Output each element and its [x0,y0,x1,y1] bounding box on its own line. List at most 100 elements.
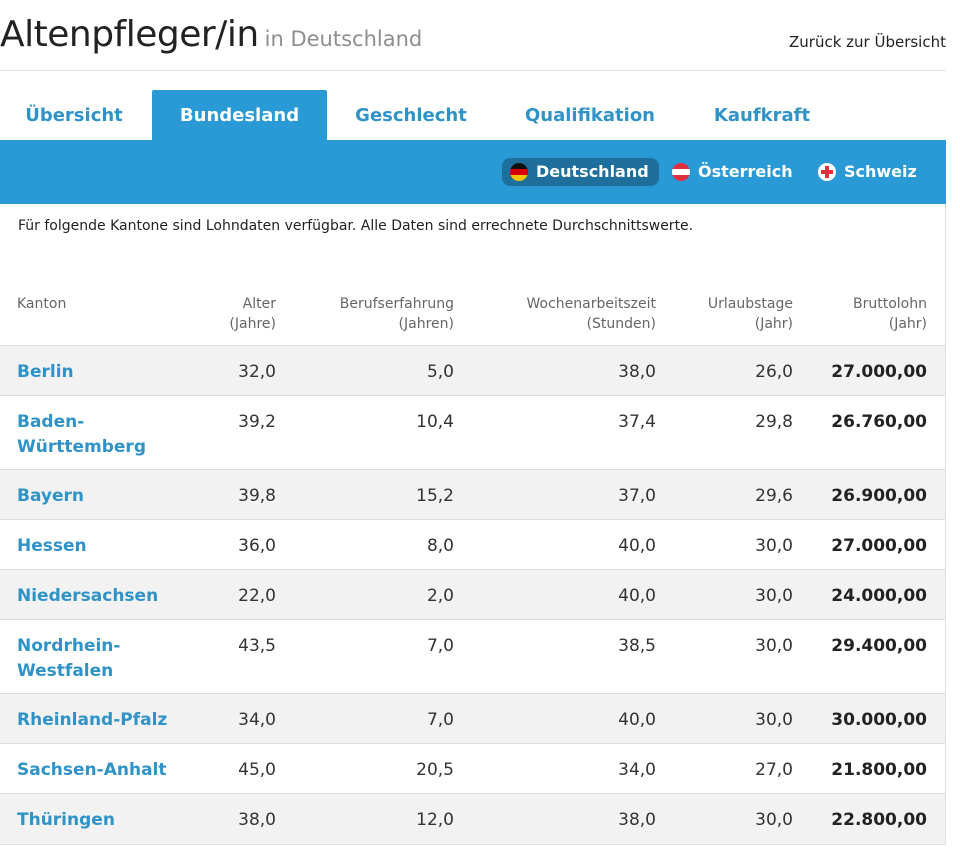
state-link[interactable]: Nordrhein-Westfalen [17,636,121,681]
header-unit: (Jahren) [398,316,454,332]
cell-urlaubstage: 30,0 [755,810,793,830]
header-unit: (Jahre) [229,316,276,332]
cell-berufserfahrung: 5,0 [426,362,454,382]
switzerland-flag-icon [818,163,836,181]
header-line: Berufserfahrung [339,296,454,312]
header-unit: (Jahr) [888,316,927,332]
cell-wochenarbeitszeit: 40,0 [618,586,656,606]
column-header-berufserfahrung: Berufserfahrung (Jahren) [340,294,454,334]
table-row: Rheinland-Pfalz 34,0 7,0 40,0 30,0 30.00… [0,694,945,744]
country-button-deutschland[interactable]: Deutschland [502,158,659,186]
austria-flag-icon [672,163,690,181]
state-link[interactable]: Thüringen [17,810,115,830]
cell-berufserfahrung: 7,0 [426,710,454,730]
table-row: Thüringen 38,0 12,0 38,0 30,0 22.800,00 [0,794,945,844]
cell-wochenarbeitszeit: 38,0 [618,362,656,382]
cell-alter: 39,2 [238,412,276,432]
header-unit: (Stunden) [586,316,656,332]
cell-urlaubstage: 29,8 [755,412,793,432]
back-to-overview-link[interactable]: Zurück zur Übersicht [789,33,946,51]
table-row: Nordrhein-Westfalen 43,5 7,0 38,5 30,0 2… [0,620,945,694]
cell-bruttolohn: 29.400,00 [831,636,927,656]
header-line: Kanton [17,296,67,312]
country-button-schweiz[interactable]: Schweiz [810,158,927,186]
tab-geschlecht[interactable]: Geschlecht [355,105,467,126]
table-row: Hessen 36,0 8,0 40,0 30,0 27.000,00 [0,520,945,570]
country-label: Österreich [698,162,793,181]
country-label: Schweiz [844,162,917,181]
header-line: Wochenarbeitszeit [526,296,657,312]
cell-alter: 36,0 [238,536,276,556]
cell-bruttolohn: 26.760,00 [831,412,927,432]
column-header-kanton: Kanton [17,294,66,314]
state-link[interactable]: Baden-Württemberg [17,412,146,457]
country-button-oesterreich[interactable]: Österreich [664,158,803,186]
cell-bruttolohn: 24.000,00 [831,586,927,606]
cell-bruttolohn: 27.000,00 [831,536,927,556]
cell-berufserfahrung: 7,0 [426,636,454,656]
tab-qualifikation[interactable]: Qualifikation [524,105,656,126]
cell-wochenarbeitszeit: 40,0 [618,710,656,730]
cell-alter: 45,0 [238,760,276,780]
tab-kaufkraft[interactable]: Kaufkraft [713,105,811,126]
cell-urlaubstage: 30,0 [755,536,793,556]
tab-bar: Übersicht Bundesland Geschlecht Qualifik… [0,90,946,142]
cell-bruttolohn: 26.900,00 [831,486,927,506]
header-line: Alter [242,296,276,312]
state-link[interactable]: Hessen [17,536,87,556]
cell-bruttolohn: 27.000,00 [831,362,927,382]
cell-alter: 22,0 [238,586,276,606]
cell-urlaubstage: 30,0 [755,586,793,606]
cell-bruttolohn: 30.000,00 [831,710,927,730]
cell-alter: 38,0 [238,810,276,830]
cell-berufserfahrung: 15,2 [416,486,454,506]
state-link[interactable]: Niedersachsen [17,586,159,606]
state-link[interactable]: Bayern [17,486,85,506]
cell-urlaubstage: 30,0 [755,710,793,730]
state-link[interactable]: Rheinland-Pfalz [17,710,168,730]
country-label: Deutschland [536,162,649,181]
cell-urlaubstage: 30,0 [755,636,793,656]
table-row: Niedersachsen 22,0 2,0 40,0 30,0 24.000,… [0,570,945,620]
table-header-divider [0,345,945,346]
cell-wochenarbeitszeit: 34,0 [618,760,656,780]
tab-uebersicht[interactable]: Übersicht [25,105,123,126]
header-line: Urlaubstage [707,296,793,312]
job-title: Altenpfleger/in [0,14,259,55]
header-unit: (Jahr) [754,316,793,332]
cell-alter: 34,0 [238,710,276,730]
cell-berufserfahrung: 2,0 [426,586,454,606]
cell-wochenarbeitszeit: 38,0 [618,810,656,830]
table-row: Baden-Württemberg 39,2 10,4 37,4 29,8 26… [0,396,945,470]
germany-flag-icon [510,163,528,181]
cell-wochenarbeitszeit: 37,0 [618,486,656,506]
table-row: Berlin 32,0 5,0 38,0 26,0 27.000,00 [0,346,945,396]
cell-bruttolohn: 22.800,00 [831,810,927,830]
state-link[interactable]: Berlin [17,362,74,382]
page-header: Altenpfleger/in in Deutschland Zurück zur… [0,0,946,71]
cell-wochenarbeitszeit: 40,0 [618,536,656,556]
cell-alter: 32,0 [238,362,276,382]
cell-alter: 39,8 [238,486,276,506]
table-row: Sachsen-Anhalt 45,0 20,5 34,0 27,0 21.80… [0,744,945,794]
cell-urlaubstage: 27,0 [755,760,793,780]
column-header-bruttolohn: Bruttolohn (Jahr) [853,294,927,334]
cell-berufserfahrung: 20,5 [416,760,454,780]
cell-wochenarbeitszeit: 37,4 [618,412,656,432]
country-selector-bar: Deutschland Österreich Schweiz [0,140,946,204]
cell-berufserfahrung: 8,0 [426,536,454,556]
page-title: Altenpfleger/in in Deutschland [0,14,422,55]
cell-berufserfahrung: 10,4 [416,412,454,432]
cell-berufserfahrung: 12,0 [416,810,454,830]
column-header-urlaubstage: Urlaubstage (Jahr) [708,294,793,334]
intro-text: Für folgende Kantone sind Lohndaten verf… [18,218,694,234]
cell-urlaubstage: 29,6 [755,486,793,506]
page-subtitle: in Deutschland [264,27,423,51]
table-row: Bayern 39,8 15,2 37,0 29,6 26.900,00 [0,470,945,520]
column-header-alter: Alter (Jahre) [229,294,276,334]
cell-urlaubstage: 26,0 [755,362,793,382]
cell-bruttolohn: 21.800,00 [831,760,927,780]
state-link[interactable]: Sachsen-Anhalt [17,760,167,780]
tab-bundesland[interactable]: Bundesland [152,90,327,142]
header-line: Bruttolohn [853,296,927,312]
